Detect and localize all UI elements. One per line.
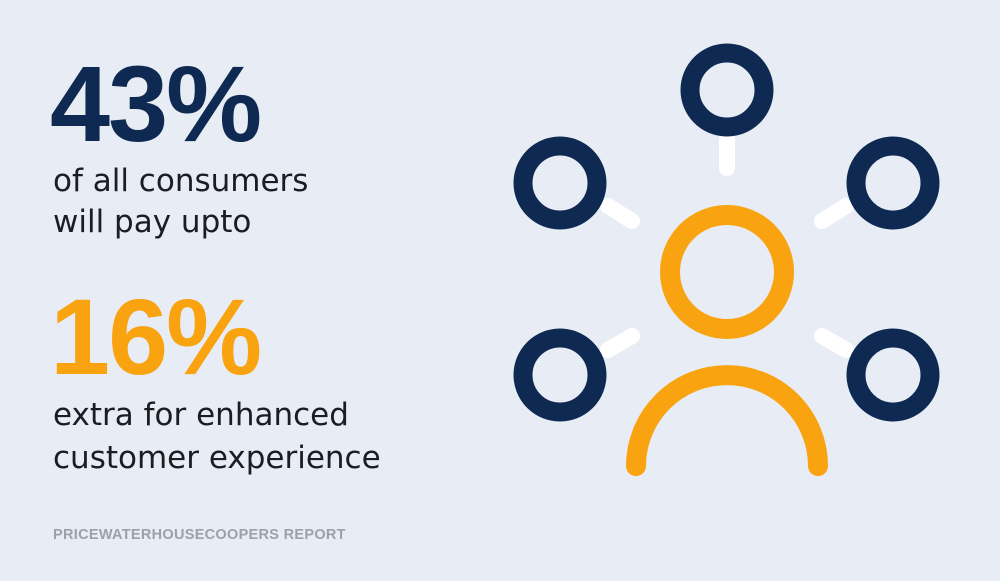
connector [600, 328, 640, 358]
person [626, 205, 828, 476]
stat-value: 16% [50, 276, 262, 397]
node [513, 328, 607, 422]
stat-text: customer experience [53, 440, 381, 476]
person-body [626, 365, 828, 476]
connector [814, 198, 854, 229]
stat-value: 43% [50, 43, 262, 164]
stat-text: will pay upto [53, 204, 252, 240]
stat-text: extra for enhanced [53, 397, 349, 433]
connectors [600, 132, 854, 358]
nodes [513, 43, 940, 422]
node [846, 136, 940, 230]
node [680, 43, 774, 137]
node [513, 136, 607, 230]
stat-text: of all consumers [53, 163, 309, 199]
person-head [660, 205, 794, 339]
connector [600, 198, 640, 229]
source: PRICEWATERHOUSECOOPERS REPORT [53, 527, 346, 543]
node [846, 328, 940, 422]
connector [814, 328, 854, 358]
